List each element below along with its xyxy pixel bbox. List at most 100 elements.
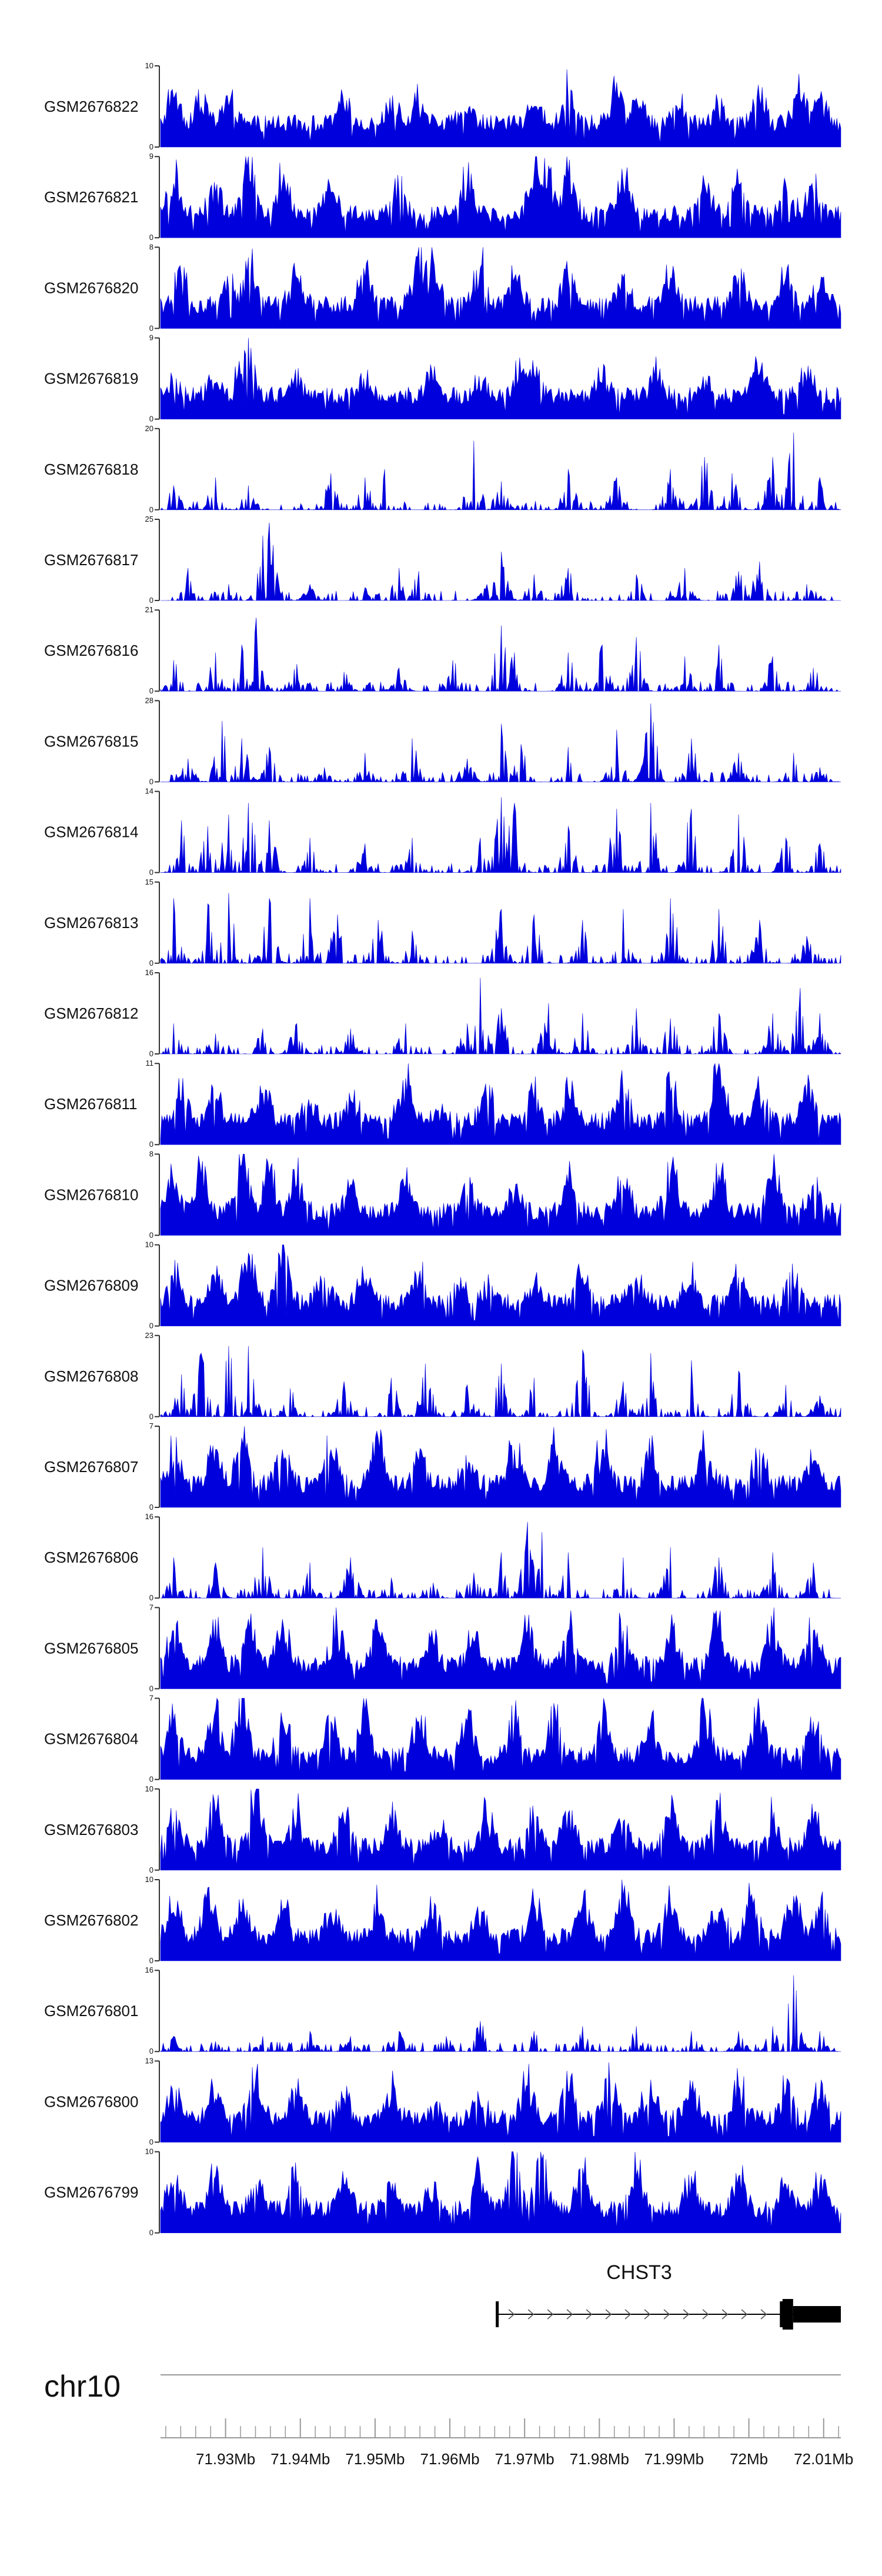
coverage-area xyxy=(160,2151,841,2233)
y-zero-tick: 0 xyxy=(149,1322,153,1330)
y-max-tick: 25 xyxy=(145,515,153,523)
coverage-area xyxy=(160,1426,841,1508)
y-zero-tick: 0 xyxy=(149,777,153,786)
y-max-tick: 10 xyxy=(145,1240,153,1249)
gene-name: CHST3 xyxy=(606,2261,671,2284)
coverage-area xyxy=(160,1154,841,1236)
coverage-area xyxy=(161,703,841,783)
strand-chevron xyxy=(527,2309,534,2320)
x-tick-label: 71.93Mb xyxy=(196,2450,255,2468)
track-GSM2676809: GSM2676809 10 0 xyxy=(44,1240,841,1330)
y-axis xyxy=(155,246,160,329)
y-axis xyxy=(155,2151,160,2234)
y-zero-tick: 0 xyxy=(149,1140,153,1149)
y-axis xyxy=(155,790,160,873)
coverage-area xyxy=(160,1788,841,1871)
coverage-area xyxy=(161,1521,841,1599)
y-max-tick: 16 xyxy=(145,1966,153,1974)
gene-utr xyxy=(793,2306,841,2323)
track-GSM2676819: GSM2676819 9 0 xyxy=(44,333,841,423)
track-label: GSM2676816 xyxy=(44,642,138,659)
track-GSM2676810: GSM2676810 8 0 xyxy=(44,1149,841,1239)
y-axis xyxy=(155,1879,160,1961)
coverage-area xyxy=(160,69,841,148)
track-GSM2676818: GSM2676818 20 0 xyxy=(44,424,841,514)
track-GSM2676815: GSM2676815 28 0 xyxy=(44,696,841,786)
track-label: GSM2676820 xyxy=(44,279,138,296)
y-zero-tick: 0 xyxy=(149,323,153,332)
x-tick-label: 72.01Mb xyxy=(794,2450,853,2468)
y-axis xyxy=(155,1153,160,1236)
strand-chevron xyxy=(508,2309,515,2320)
track-label: GSM2676803 xyxy=(44,1821,138,1838)
y-zero-tick: 0 xyxy=(149,505,153,514)
coverage-area xyxy=(160,2062,841,2143)
y-max-tick: 8 xyxy=(149,242,153,251)
x-tick-label: 71.94Mb xyxy=(270,2450,330,2468)
y-axis xyxy=(155,428,160,510)
x-tick-label: 71.98Mb xyxy=(570,2450,629,2468)
strand-chevron xyxy=(721,2309,729,2320)
coverage-area xyxy=(160,977,841,1055)
track-GSM2676811: GSM2676811 11 0 xyxy=(44,1059,841,1149)
y-axis xyxy=(155,700,160,783)
coverage-area xyxy=(160,1244,841,1326)
x-tick-label: 71.97Mb xyxy=(495,2450,554,2468)
y-max-tick: 14 xyxy=(145,787,153,796)
y-axis xyxy=(155,156,160,239)
track-GSM2676803: GSM2676803 10 0 xyxy=(44,1784,841,1874)
coverage-area xyxy=(160,1697,841,1780)
y-zero-tick: 0 xyxy=(149,2137,153,2146)
y-zero-tick: 0 xyxy=(149,1230,153,1239)
y-max-tick: 7 xyxy=(149,1422,153,1430)
strand-chevron xyxy=(566,2309,573,2320)
y-zero-tick: 0 xyxy=(149,1593,153,1602)
chromosome-label: chr10 xyxy=(44,2370,121,2404)
genome-axis: chr10 71.93Mb 71.94Mb 71.95Mb 71.96Mb 71.97Mb… xyxy=(44,2370,853,2468)
y-zero-tick: 0 xyxy=(149,1503,153,1511)
y-max-tick: 15 xyxy=(145,877,153,886)
y-zero-tick: 0 xyxy=(149,686,153,695)
strand-chevron xyxy=(605,2309,612,2320)
y-zero-tick: 0 xyxy=(149,2228,153,2237)
y-max-tick: 9 xyxy=(149,152,153,161)
y-zero-tick: 0 xyxy=(149,1049,153,1058)
y-axis xyxy=(155,1334,160,1417)
track-label: GSM2676807 xyxy=(44,1458,138,1476)
y-zero-tick: 0 xyxy=(149,1866,153,1874)
coverage-area xyxy=(160,1607,841,1689)
track-label: GSM2676804 xyxy=(44,1730,138,1748)
y-max-tick: 10 xyxy=(145,1784,153,1793)
y-axis xyxy=(155,1788,160,1871)
strand-chevron xyxy=(644,2309,651,2320)
y-axis xyxy=(155,337,160,420)
y-zero-tick: 0 xyxy=(149,1775,153,1784)
strand-chevron xyxy=(702,2309,709,2320)
y-zero-tick: 0 xyxy=(149,1956,153,1965)
track-label: GSM2676809 xyxy=(44,1277,138,1294)
y-max-tick: 16 xyxy=(145,968,153,977)
y-zero-tick: 0 xyxy=(149,415,153,423)
track-label: GSM2676814 xyxy=(44,823,138,841)
y-max-tick: 9 xyxy=(149,333,153,342)
track-GSM2676814: GSM2676814 14 0 xyxy=(44,787,841,877)
strand-chevron xyxy=(760,2309,767,2320)
strand-chevron xyxy=(624,2309,632,2320)
y-axis xyxy=(155,881,160,964)
gene-exon xyxy=(496,2301,499,2327)
coverage-area xyxy=(160,1346,841,1417)
track-GSM2676804: GSM2676804 7 0 xyxy=(44,1694,841,1784)
y-max-tick: 16 xyxy=(145,1512,153,1521)
gene-exon xyxy=(780,2301,783,2327)
y-zero-tick: 0 xyxy=(149,596,153,605)
y-max-tick: 28 xyxy=(145,696,153,705)
strand-chevron xyxy=(683,2309,690,2320)
y-zero-tick: 0 xyxy=(149,1684,153,1693)
track-label: GSM2676805 xyxy=(44,1639,138,1657)
strand-chevron xyxy=(547,2309,554,2320)
track-label: GSM2676810 xyxy=(44,1186,138,1203)
y-axis xyxy=(155,1697,160,1780)
y-zero-tick: 0 xyxy=(149,959,153,967)
y-axis xyxy=(155,1607,160,1690)
track-GSM2676807: GSM2676807 7 0 xyxy=(44,1422,841,1511)
